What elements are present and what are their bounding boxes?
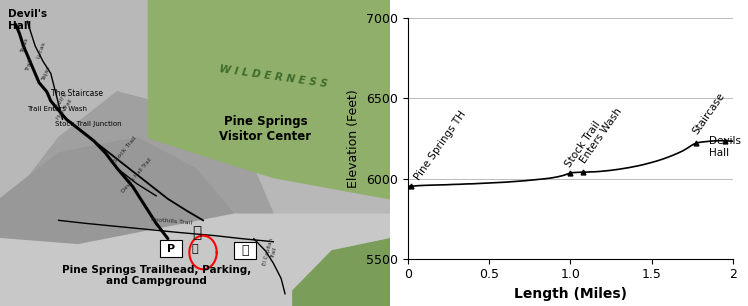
Text: Trail Enters Wash: Trail Enters Wash: [28, 106, 88, 112]
Text: ⛺: ⛺: [192, 244, 198, 254]
Text: Devils
Hall: Devils Hall: [708, 136, 741, 158]
Bar: [160, 240, 182, 257]
Text: Tejas: Tejas: [42, 64, 52, 80]
Text: Foothills Trail: Foothills Trail: [151, 217, 192, 226]
Text: El Capitan
Trail: El Capitan Trail: [263, 237, 280, 267]
Text: Stock Trail: Stock Trail: [113, 135, 138, 163]
Text: P: P: [167, 244, 175, 254]
Text: ⛹: ⛹: [242, 244, 249, 257]
Polygon shape: [292, 239, 390, 306]
Text: Trail: Trail: [25, 58, 34, 71]
Text: Hall Trail: Hall Trail: [55, 98, 73, 120]
Text: Lucas: Lucas: [36, 40, 46, 59]
Text: Devil's
Hall: Devil's Hall: [7, 9, 47, 31]
Text: Tejas: Tejas: [21, 37, 30, 53]
Polygon shape: [0, 92, 273, 214]
Polygon shape: [148, 0, 390, 199]
Text: Devil's Hall Trail: Devil's Hall Trail: [120, 157, 153, 194]
Text: Pine Springs
Visitor Center: Pine Springs Visitor Center: [219, 114, 312, 143]
Text: The Staircase: The Staircase: [51, 89, 102, 98]
Text: Pine Springs TH: Pine Springs TH: [413, 109, 468, 182]
Text: Enters Wash: Enters Wash: [578, 106, 624, 165]
Text: Pine Springs Trailhead, Parking,
and Campground: Pine Springs Trailhead, Parking, and Cam…: [61, 265, 251, 286]
Polygon shape: [0, 138, 234, 306]
Polygon shape: [0, 214, 390, 306]
Text: Stock Trail: Stock Trail: [564, 119, 603, 169]
Y-axis label: Elevation (Feet): Elevation (Feet): [347, 89, 361, 188]
Bar: [234, 242, 256, 259]
Text: W I L D E R N E S S: W I L D E R N E S S: [218, 64, 328, 89]
Text: Devil's: Devil's: [52, 91, 69, 111]
X-axis label: Length (Miles): Length (Miles): [514, 287, 627, 301]
Text: Staircase: Staircase: [690, 91, 726, 136]
Text: Stock Trail Junction: Stock Trail Junction: [55, 121, 121, 127]
Text: ⛹: ⛹: [193, 225, 202, 240]
